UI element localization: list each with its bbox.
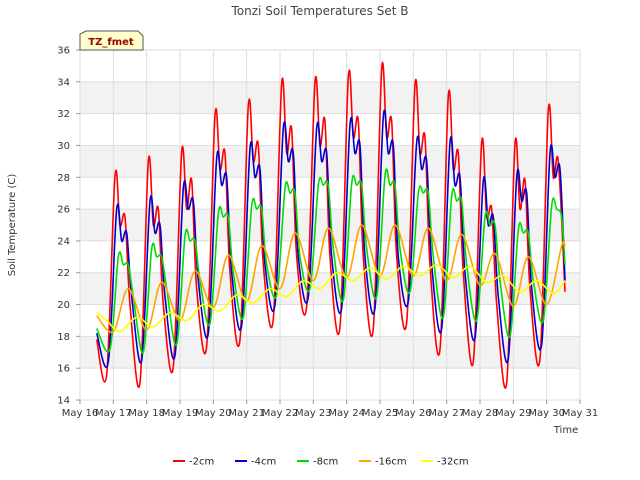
x-tick-label: May 26 (395, 408, 432, 419)
x-tick-label: May 18 (128, 408, 165, 419)
y-axis-ticks: 14 16 18 20 22 24 26 28 30 32 34 36 (57, 46, 80, 407)
series-line-32cmcm (96, 264, 566, 333)
y-tick-label: 24 (57, 236, 70, 247)
x-tick-label: May 21 (228, 408, 265, 419)
chart-title: Tonzi Soil Temperatures Set B (231, 4, 409, 18)
y-tick-label: 14 (57, 396, 70, 407)
y-axis-title: Soil Temperature (C) (7, 174, 18, 277)
x-tick-label: May 27 (428, 408, 465, 419)
badge-label: TZ_fmet (88, 37, 134, 48)
x-tick-label: May 29 (495, 408, 532, 419)
y-tick-label: 28 (57, 173, 70, 184)
y-tick-label: 26 (57, 205, 70, 216)
station-badge: TZ_fmet (79, 30, 144, 51)
x-tick-label: May 16 (62, 408, 99, 419)
y-tick-label: 16 (57, 364, 70, 375)
x-tick-label: May 25 (362, 408, 399, 419)
y-tick-label: 18 (57, 332, 70, 343)
legend-label-4cm: -4cm (251, 457, 276, 468)
plot-band (80, 336, 580, 369)
y-tick-label: 34 (57, 77, 70, 88)
plot-band (80, 81, 580, 114)
legend-label-32cm: -32cm (437, 457, 469, 468)
x-tick-label: May 30 (528, 408, 565, 419)
x-axis-title: Time (553, 425, 578, 436)
badge-shape (79, 30, 144, 51)
y-tick-label: 36 (57, 46, 70, 57)
legend-label-8cm: -8cm (313, 457, 338, 468)
gridlines (79, 49, 581, 401)
legend-label-2cm: -2cm (189, 457, 214, 468)
series-line-8cmcm (95, 168, 566, 354)
x-tick-label: May 17 (95, 408, 132, 419)
legend-label-16cm: -16cm (375, 457, 407, 468)
x-tick-label: May 22 (262, 408, 299, 419)
legend: -2cm -4cm -8cm -16cm -32cm (173, 457, 469, 468)
x-tick-label: May 23 (295, 408, 332, 419)
x-tick-label: May 19 (162, 408, 199, 419)
series-line-16cmcm (96, 224, 566, 334)
x-tick-label: May 24 (328, 408, 365, 419)
y-tick-label: 22 (57, 268, 70, 279)
x-tick-label: May 28 (462, 408, 499, 419)
y-tick-label: 20 (57, 300, 70, 311)
series-lines (95, 61, 566, 389)
y-tick-label: 30 (57, 141, 70, 152)
x-tick-label: May 20 (195, 408, 232, 419)
y-tick-label: 32 (57, 109, 70, 120)
plot-band (80, 145, 580, 178)
x-tick-label: May 31 (562, 408, 599, 419)
